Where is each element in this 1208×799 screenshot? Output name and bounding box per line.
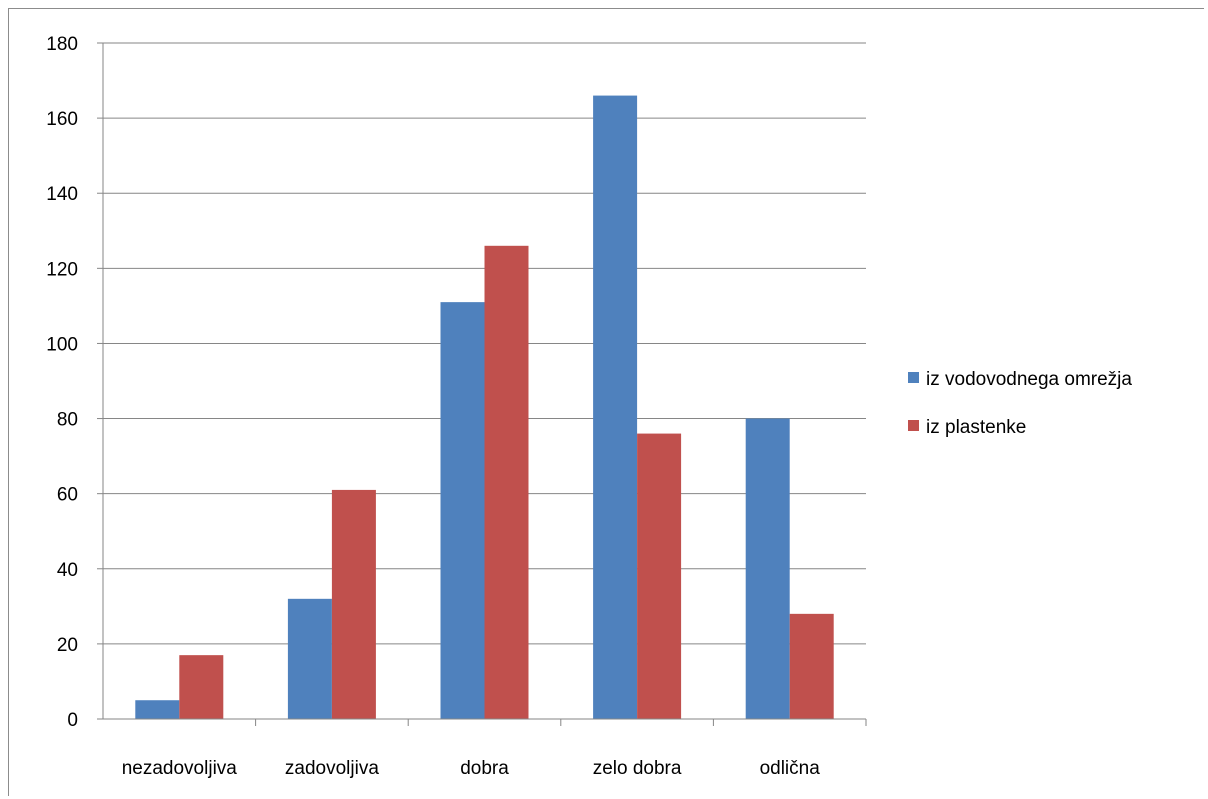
- y-tick-label: 20: [57, 635, 78, 656]
- legend-label: iz plastenke: [926, 417, 1026, 438]
- bar-plastenka: [179, 655, 224, 719]
- chart-frame: [8, 8, 1204, 796]
- y-tick-label: 60: [57, 485, 78, 506]
- legend-swatch: [908, 420, 919, 431]
- legend-swatch: [908, 372, 919, 383]
- bar-plastenka: [331, 489, 376, 719]
- bar-plastenka: [637, 433, 682, 719]
- y-tick-label: 0: [67, 710, 78, 731]
- bar-vodovod: [135, 700, 180, 719]
- y-tick-label: 180: [46, 34, 78, 55]
- y-tick-label: 120: [46, 259, 78, 280]
- x-tick-labels: nezadovoljiva zadovoljiva dobra zelo dobra o…: [122, 758, 821, 779]
- axes: [97, 42, 867, 726]
- y-tick-label: 100: [46, 334, 78, 355]
- legend-label: iz vodovodnega omrežja: [926, 369, 1132, 390]
- y-tick-label: 80: [57, 410, 78, 431]
- y-tick-labels: 0 20 40 60 80 100 120 140 160 180: [46, 34, 78, 731]
- bar-vodovod: [287, 598, 332, 719]
- bars: [135, 95, 834, 720]
- x-tick-label: dobra: [460, 758, 509, 779]
- x-tick-label: odlična: [760, 758, 821, 779]
- bar-vodovod: [440, 302, 485, 719]
- legend: iz vodovodnega omrežja iz plastenke: [908, 369, 1132, 438]
- y-tick-label: 140: [46, 184, 78, 205]
- bar-vodovod: [745, 418, 790, 719]
- x-tick-label: zadovoljiva: [285, 758, 379, 779]
- bar-plastenka: [484, 245, 529, 720]
- bar-plastenka: [789, 613, 834, 719]
- x-tick-label: nezadovoljiva: [122, 758, 238, 779]
- x-tick-label: zelo dobra: [593, 758, 682, 779]
- y-tick-label: 160: [46, 109, 78, 130]
- y-tick-label: 40: [57, 560, 78, 581]
- bar-vodovod: [593, 95, 638, 720]
